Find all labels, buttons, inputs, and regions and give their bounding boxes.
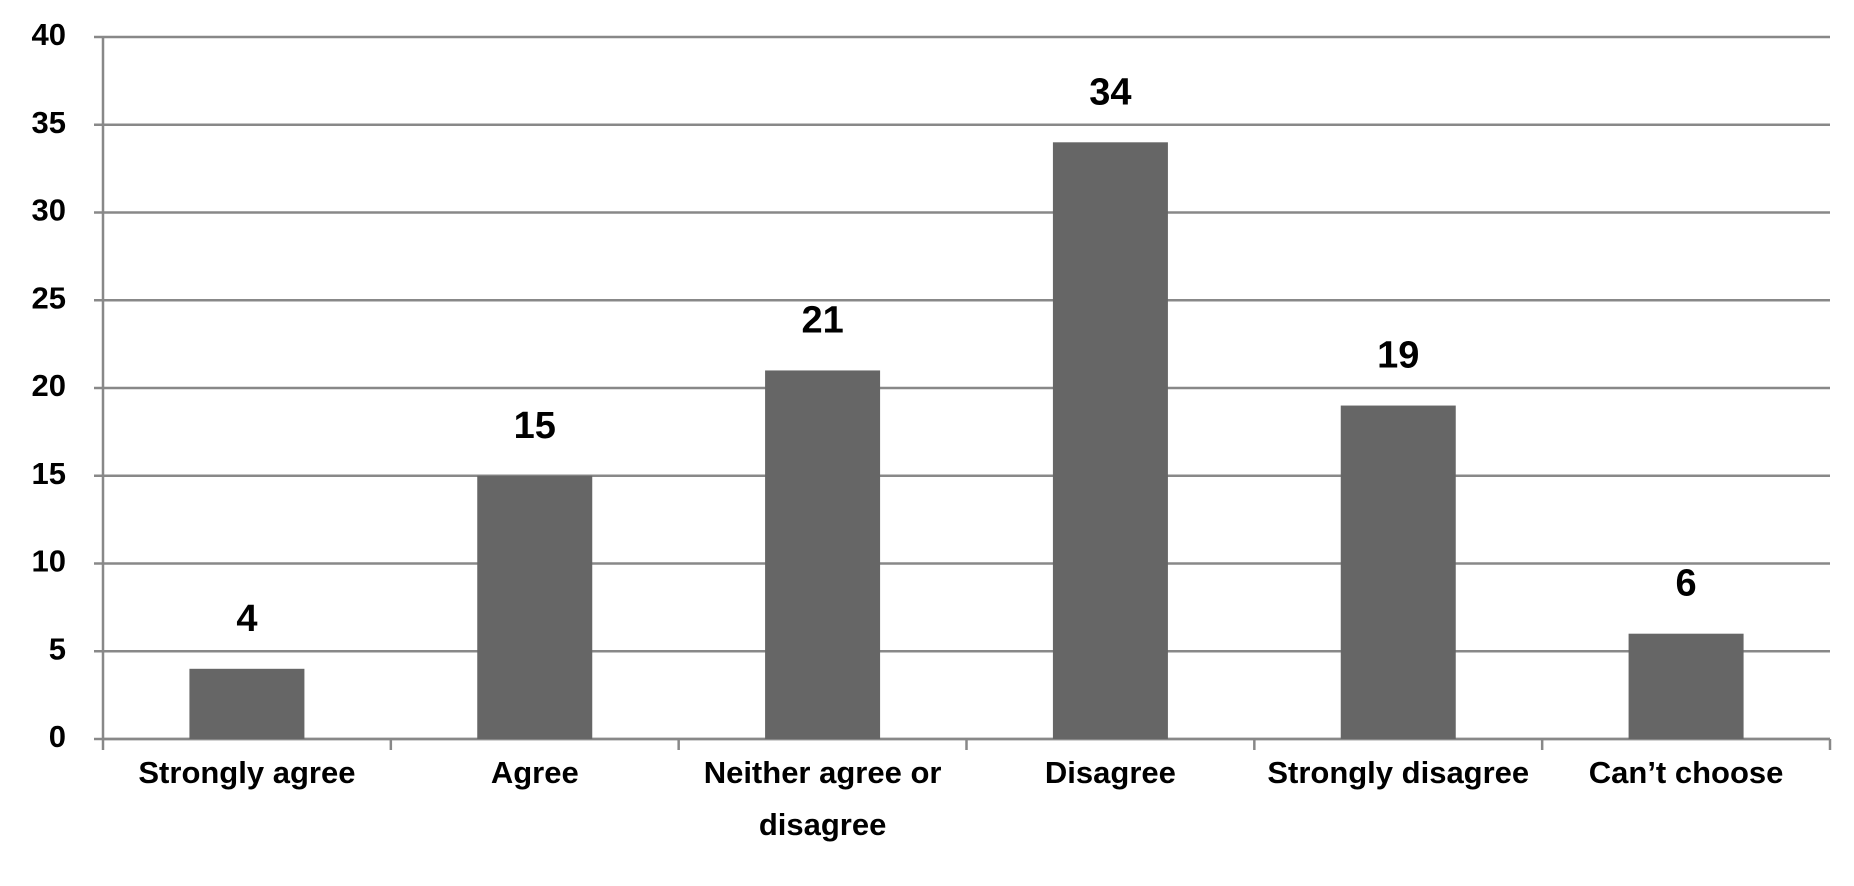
y-tick-label: 35 — [32, 105, 66, 140]
y-tick-label: 30 — [32, 193, 66, 228]
y-tick-label: 5 — [49, 631, 66, 666]
value-label: 15 — [514, 405, 556, 447]
x-tick-label: Disagree — [1044, 755, 1176, 790]
y-tick-label: 15 — [32, 456, 66, 491]
value-label: 4 — [236, 598, 257, 640]
value-label: 6 — [1676, 563, 1697, 605]
bar — [1340, 405, 1456, 739]
y-tick-label: 25 — [32, 280, 66, 315]
x-tick-label: Can’t choose — [1588, 755, 1784, 790]
bar — [189, 668, 305, 739]
x-tick-label: Agree — [490, 755, 579, 790]
value-label: 21 — [801, 299, 843, 341]
x-tick-label: Neither agree or disagree — [703, 755, 942, 842]
y-tick-label: 0 — [49, 719, 66, 754]
bar — [1628, 633, 1744, 739]
bar — [765, 370, 881, 739]
y-tick-label: 40 — [32, 17, 66, 52]
bar — [1052, 142, 1168, 740]
y-tick-label: 10 — [32, 544, 66, 579]
y-tick-label: 20 — [32, 368, 66, 403]
value-label: 19 — [1377, 335, 1419, 377]
bar — [477, 475, 593, 739]
x-tick-label: Strongly disagree — [1267, 755, 1530, 790]
value-label: 34 — [1089, 71, 1131, 113]
x-tick-label: Strongly agree — [138, 755, 356, 790]
